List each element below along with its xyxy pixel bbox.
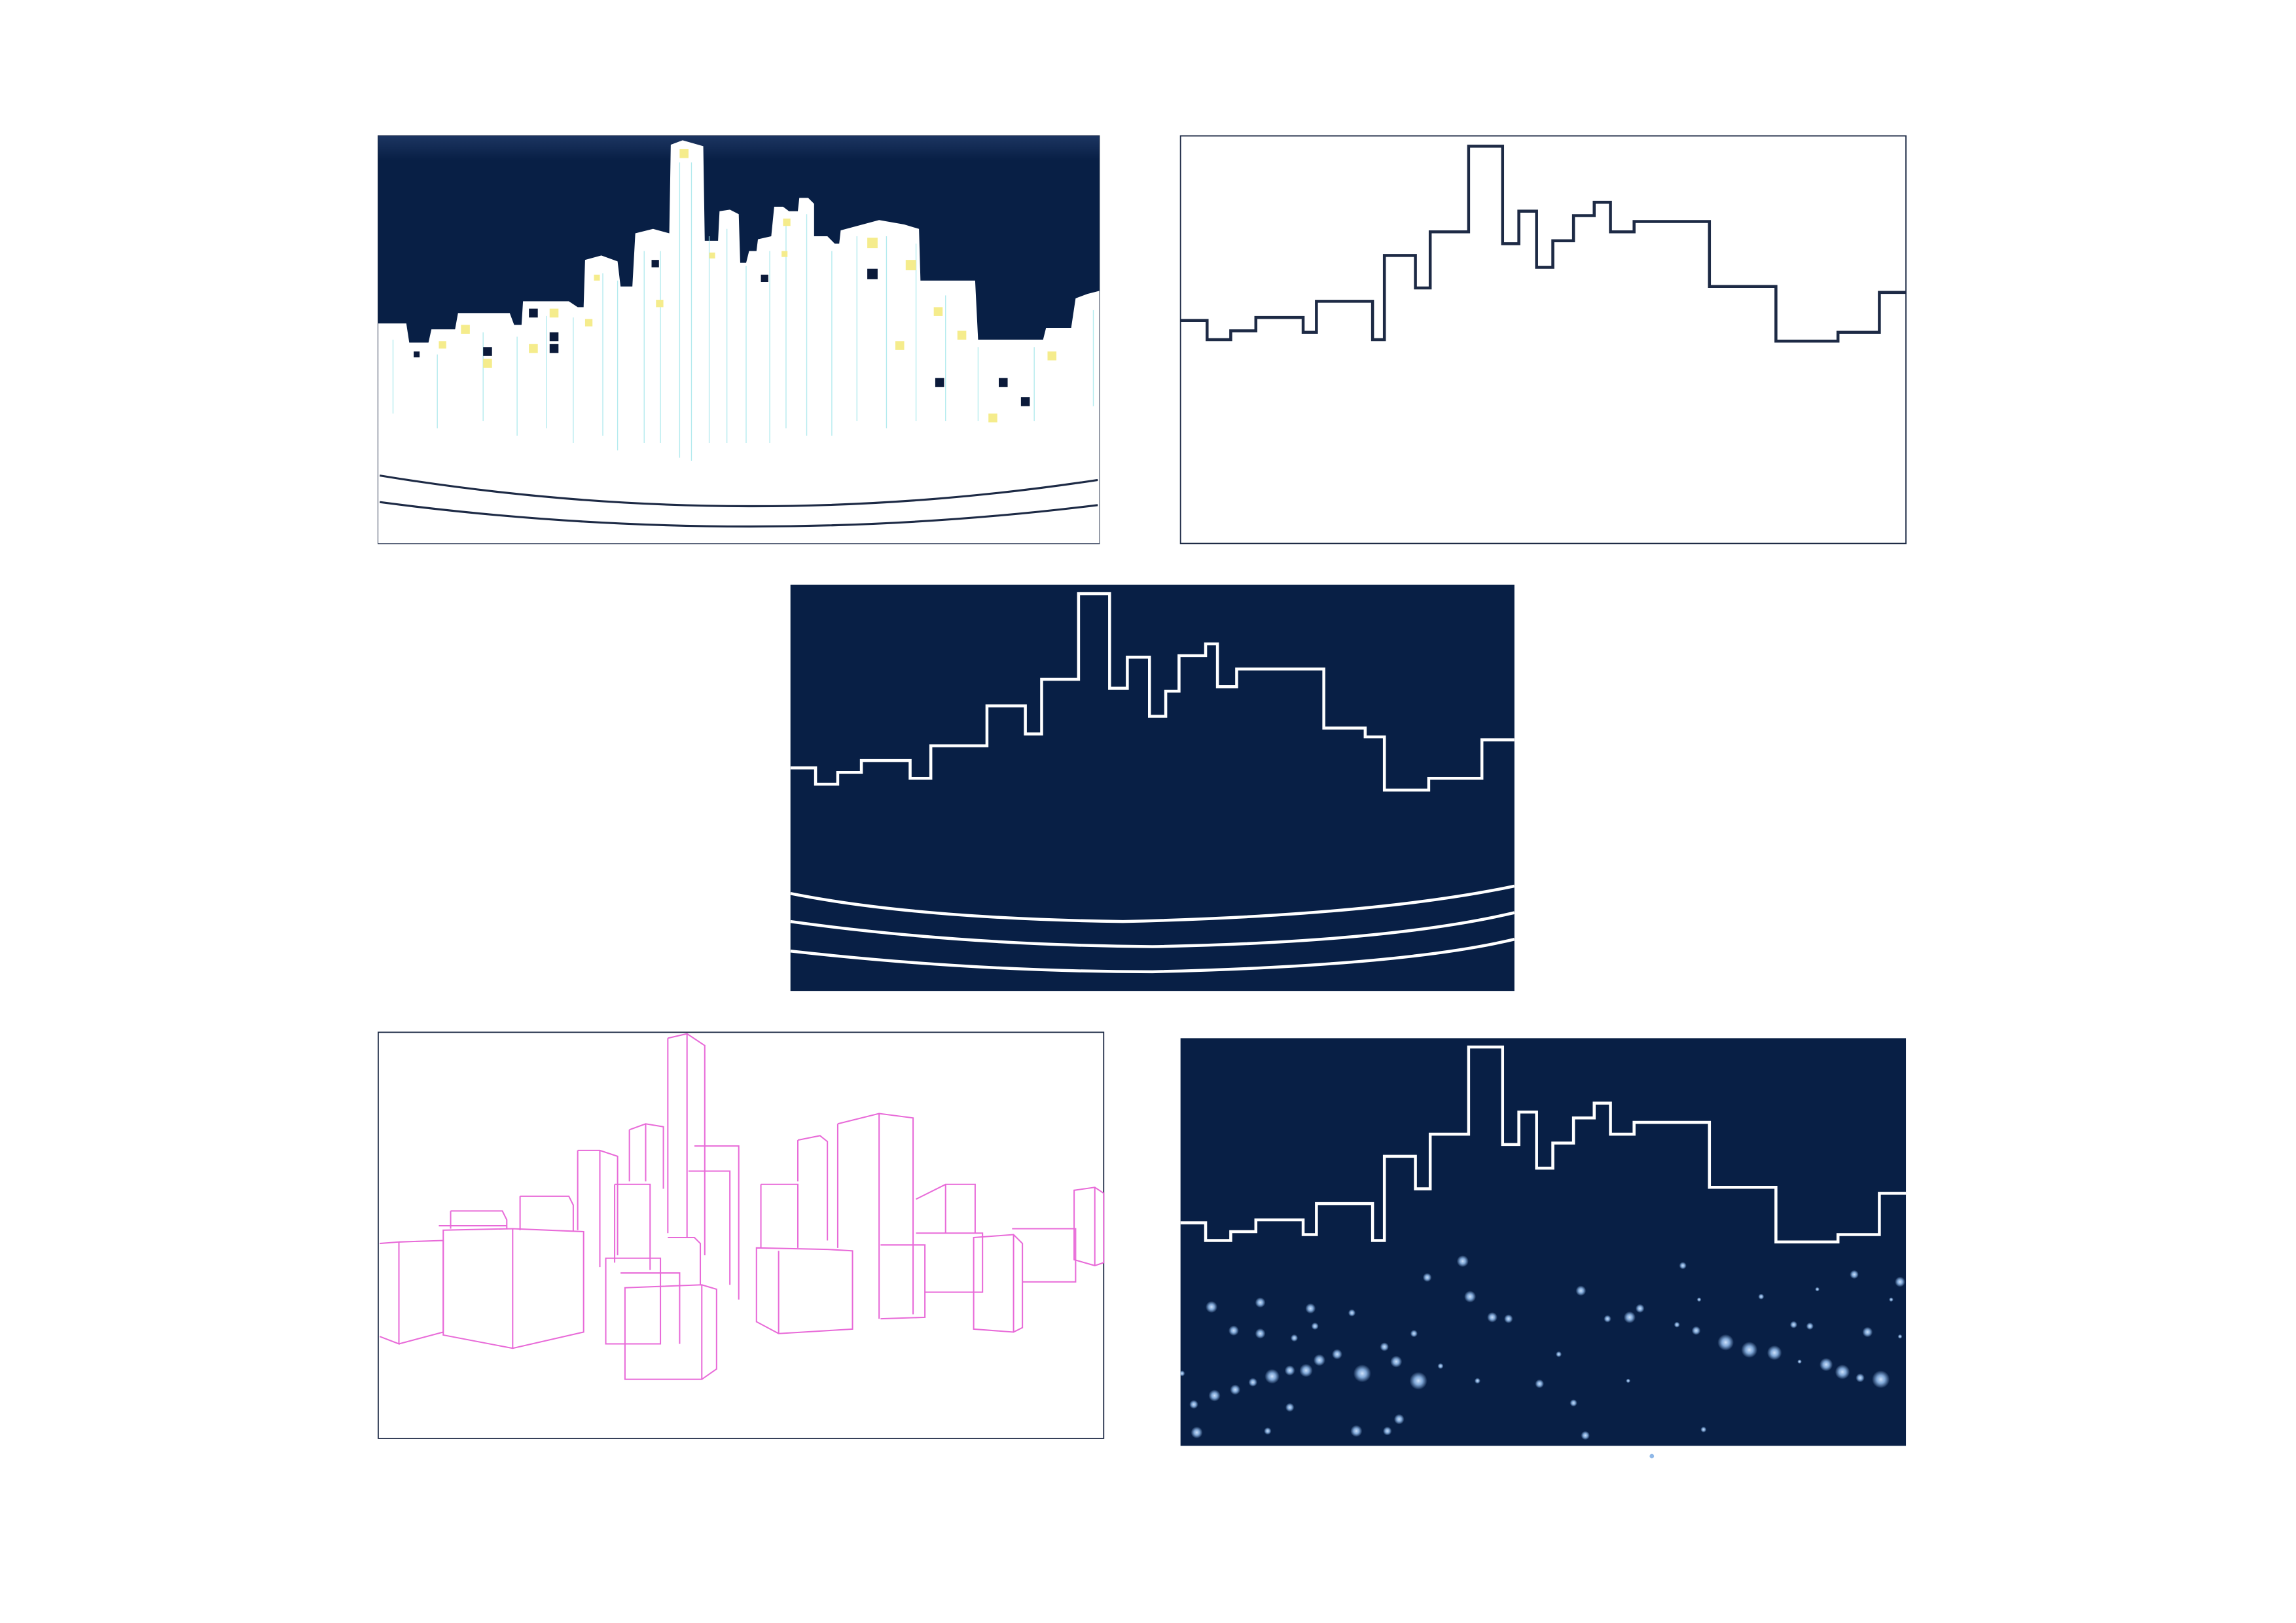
lit-windows	[439, 149, 1057, 423]
skyline-outline	[1180, 145, 1907, 343]
road-lines	[790, 884, 1515, 974]
panel-outline-skyline	[1179, 135, 1907, 544]
stray-light-dot	[1649, 1454, 1655, 1459]
panel-city-lights	[1180, 1038, 1907, 1459]
panel-background	[790, 584, 1515, 991]
dark-windows	[414, 260, 1030, 406]
wireframe-blocks	[379, 1033, 1105, 1380]
panel-dark-skyline-road	[790, 584, 1515, 991]
road-lines	[379, 474, 1098, 528]
glass-reflections	[392, 162, 1094, 461]
skyline-outline	[1180, 1045, 1907, 1244]
panel-wireframe-buildings	[377, 1031, 1105, 1439]
panel-filled-skyline	[377, 135, 1100, 544]
city-lights-bokeh	[1180, 1255, 1905, 1440]
skyline-outline	[790, 592, 1515, 792]
skyline-silhouette	[378, 140, 1100, 544]
